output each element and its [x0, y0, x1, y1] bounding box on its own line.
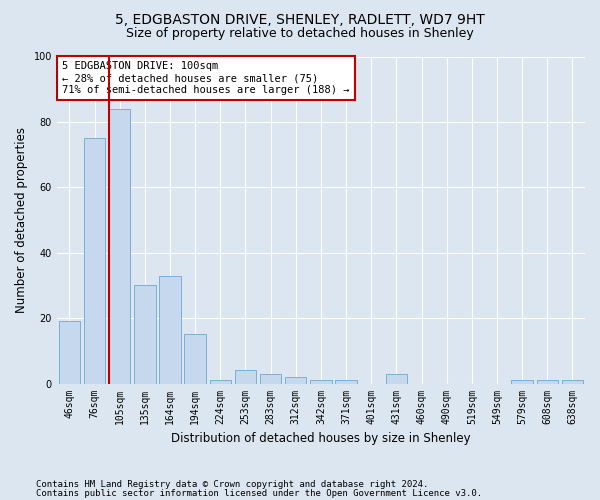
Text: 5 EDGBASTON DRIVE: 100sqm
← 28% of detached houses are smaller (75)
71% of semi-: 5 EDGBASTON DRIVE: 100sqm ← 28% of detac…: [62, 62, 350, 94]
Y-axis label: Number of detached properties: Number of detached properties: [15, 127, 28, 313]
Bar: [536, 380, 558, 384]
Bar: [285, 377, 307, 384]
Text: 5, EDGBASTON DRIVE, SHENLEY, RADLETT, WD7 9HT: 5, EDGBASTON DRIVE, SHENLEY, RADLETT, WD…: [115, 12, 485, 26]
Bar: [562, 380, 583, 384]
Bar: [310, 380, 332, 384]
X-axis label: Distribution of detached houses by size in Shenley: Distribution of detached houses by size …: [171, 432, 471, 445]
Bar: [511, 380, 533, 384]
Text: Contains HM Land Registry data © Crown copyright and database right 2024.: Contains HM Land Registry data © Crown c…: [36, 480, 428, 489]
Bar: [184, 334, 206, 384]
Text: Size of property relative to detached houses in Shenley: Size of property relative to detached ho…: [126, 28, 474, 40]
Bar: [386, 374, 407, 384]
Bar: [260, 374, 281, 384]
Bar: [335, 380, 357, 384]
Bar: [84, 138, 105, 384]
Bar: [209, 380, 231, 384]
Bar: [109, 109, 130, 384]
Bar: [134, 286, 155, 384]
Bar: [235, 370, 256, 384]
Text: Contains public sector information licensed under the Open Government Licence v3: Contains public sector information licen…: [36, 488, 482, 498]
Bar: [59, 322, 80, 384]
Bar: [159, 276, 181, 384]
